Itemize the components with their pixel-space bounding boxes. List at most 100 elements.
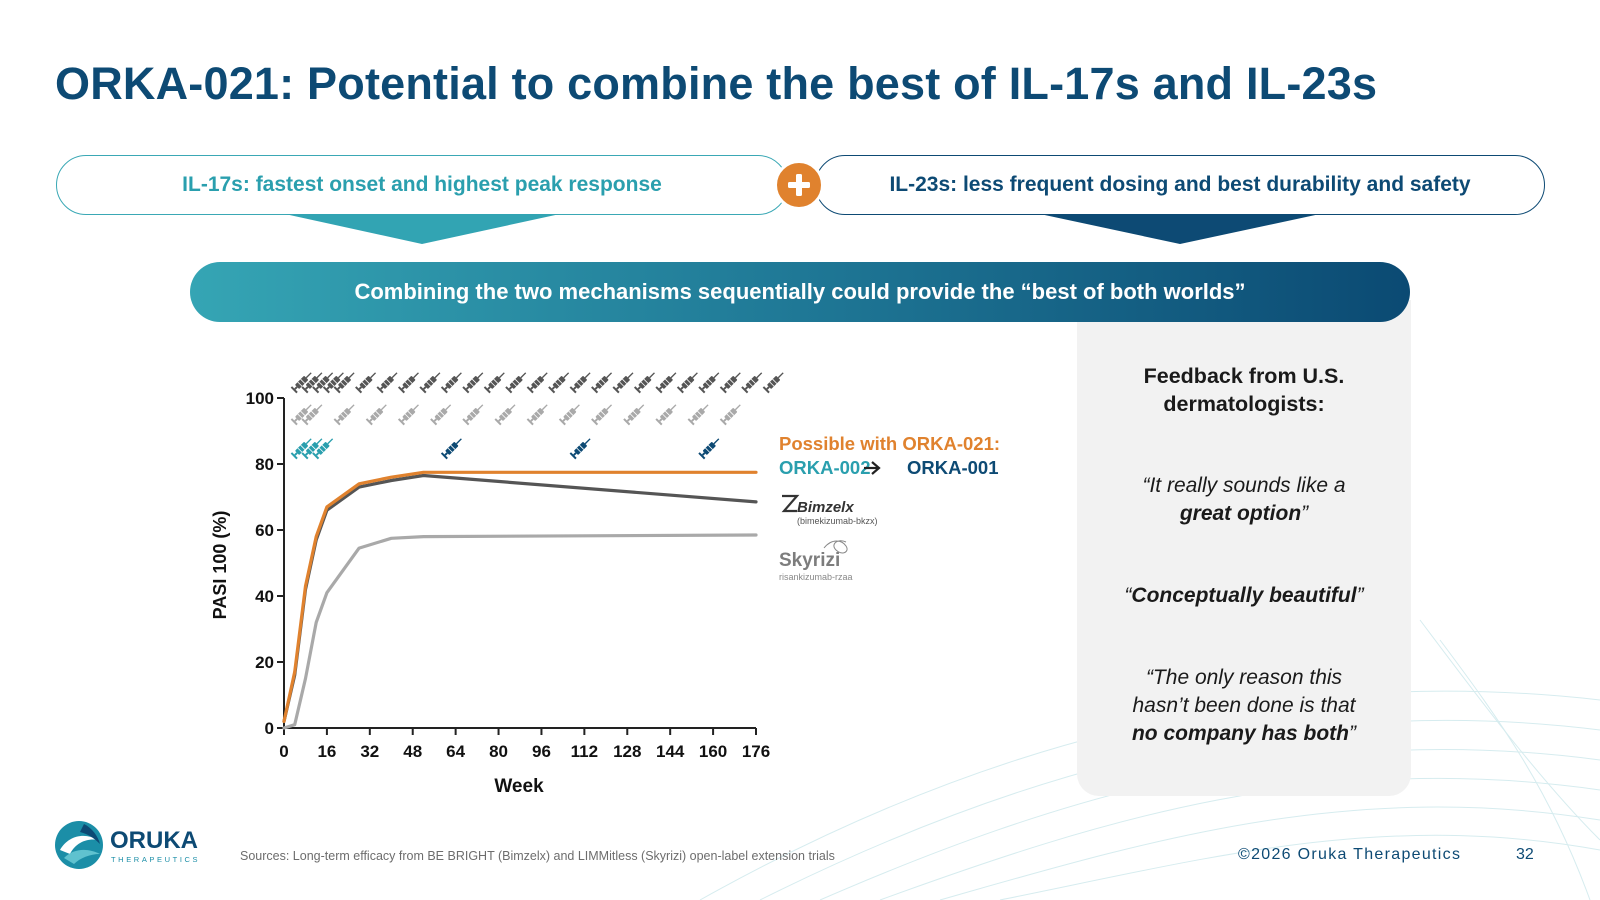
x-tick-label: 144 (656, 742, 685, 761)
orka-dose-syringe-icon (301, 438, 323, 460)
bimzelx-dose-syringe-icon (569, 372, 591, 394)
x-tick-label: 160 (699, 742, 727, 761)
bimzelx-dose-syringe-icon (440, 372, 462, 394)
quote2-emphasis: Conceptually beautiful (1131, 584, 1357, 607)
oruka-wave-icon (55, 821, 103, 869)
skyrizi-dose-syringe-icon (655, 404, 677, 426)
legend-skyrizi: Skyrizi (779, 550, 840, 571)
x-tick-label: 176 (742, 742, 770, 761)
legend-orka-002: ORKA-002 (779, 457, 871, 478)
x-tick-label: 112 (571, 742, 598, 761)
bimzelx-dose-syringe-icon (548, 372, 570, 394)
quote1-emphasis: great option (1179, 502, 1302, 525)
bimzelx-dose-syringe-icon (483, 372, 505, 394)
bimzelx-dose-syringe-icon (355, 372, 377, 394)
oruka-logo: ORUKA THERAPEUTICS (55, 821, 200, 869)
orka-dose-syringe-icon (290, 438, 312, 460)
skyrizi-dose-syringe-icon (430, 404, 452, 426)
y-tick-label: 40 (255, 587, 274, 606)
bimzelx-dose-syringe-icon (698, 372, 720, 394)
bimzelx-dose-syringe-icon (676, 372, 698, 394)
banner-text: Combining the two mechanisms sequentiall… (354, 279, 1246, 304)
y-tick-label: 0 (265, 719, 274, 738)
pointer-arrows (285, 214, 1320, 244)
slide-title: ORKA-021: Potential to combine the best … (55, 58, 1378, 109)
bimzelx-dose-syringe-icon (290, 372, 312, 394)
bimzelx-dose-syringe-icon (419, 372, 441, 394)
y-axis-label: PASI 100 (%) (210, 511, 230, 620)
y-tick-label: 20 (255, 653, 274, 672)
bimzelx-dose-syringe-icon (633, 372, 655, 394)
x-tick-label: 16 (317, 742, 336, 761)
logo-name: ORUKA (110, 827, 198, 854)
bimzelx-dose-syringe-icon (462, 372, 484, 394)
sources-footnote: Sources: Long-term efficacy from BE BRIG… (240, 849, 835, 863)
orka-dose-syringe-icon (569, 438, 591, 460)
arrow-right-icon (864, 461, 881, 475)
right-pointer-arrow (1040, 214, 1320, 244)
copyright: ©2026 Oruka Therapeutics (1238, 846, 1462, 863)
x-tick-label: 0 (279, 742, 288, 761)
skyrizi-dose-syringe-icon (365, 404, 387, 426)
left-pointer-arrow (285, 214, 560, 244)
quote-conceptually-beautiful: “Conceptually beautiful” (1077, 582, 1411, 610)
skyrizi-dose-syringe-icon (591, 404, 613, 426)
quote2-close: ” (1356, 584, 1364, 607)
feedback-heading-line2: dermatologists: (1163, 392, 1325, 416)
bimzelx-dose-syringe-icon (655, 372, 677, 394)
skyrizi-dose-syringe-icon (333, 404, 355, 426)
bimzelx-dose-syringe-icon (333, 372, 355, 394)
quote-great-option: “It really sounds like a great option” (1077, 472, 1411, 528)
bimzelx-dose-syringe-icon (301, 372, 323, 394)
bimzelx-dose-syringe-icon (322, 372, 344, 394)
y-tick-label: 100 (246, 389, 274, 408)
bimzelx-dose-syringe-icon (526, 372, 548, 394)
skyrizi-dose-syringe-icon (301, 404, 323, 426)
bimzelx-dose-syringe-icon (505, 372, 527, 394)
il17-pill: IL-17s: fastest onset and highest peak r… (56, 155, 788, 215)
x-tick-label: 128 (613, 742, 641, 761)
orka-dose-syringe-icon (440, 438, 462, 460)
feedback-heading: Feedback from U.S. dermatologists: (1077, 362, 1411, 418)
skyrizi-dose-syringe-icon (462, 404, 484, 426)
skyrizi-dose-syringe-icon (558, 404, 580, 426)
quote2-open: “ (1124, 584, 1132, 607)
skyrizi-dose-syringe-icon (494, 404, 516, 426)
skyrizi-dose-syringe-icon (687, 404, 709, 426)
orka-series-line (282, 470, 758, 723)
il23-pill-label: IL-23s: less frequent dosing and best du… (889, 173, 1471, 196)
x-tick-label: 64 (446, 742, 465, 761)
bimzelx-dose-syringe-icon (591, 372, 613, 394)
legend-bimzelx: Bimzelx (797, 499, 854, 516)
x-tick-label: 80 (489, 742, 508, 761)
x-tick-label: 32 (360, 742, 379, 761)
x-axis-label: Week (494, 776, 544, 797)
skyrizi-dose-syringe-icon (397, 404, 419, 426)
bimzelx-dose-syringe-icon (312, 372, 334, 394)
bimzelx-dose-syringe-icon (762, 372, 784, 394)
orka-dose-syringe-icon (312, 438, 334, 460)
page-number: 32 (1516, 846, 1534, 863)
skyrizi-dose-syringe-icon (623, 404, 645, 426)
x-tick-label: 48 (403, 742, 422, 761)
legend-orka-001: ORKA-001 (907, 457, 999, 478)
orka-dose-syringe-icon (698, 438, 720, 460)
bimzelx-dose-syringe-icon (612, 372, 634, 394)
skyrizi-logo-icon (823, 540, 848, 554)
bimzelx-dose-syringe-icon (741, 372, 763, 394)
y-tick-label: 80 (255, 455, 274, 474)
legend-bimzelx-generic: (bimekizumab-bkzx) (797, 516, 878, 526)
quote1-line1: “It really sounds like a (1142, 474, 1346, 497)
bimzelx-dose-syringe-icon (376, 372, 398, 394)
x-tick-label: 96 (532, 742, 551, 761)
feedback-heading-line1: Feedback from U.S. (1143, 364, 1345, 388)
il17-pill-label: IL-17s: fastest onset and highest peak r… (182, 173, 662, 196)
combination-banner: Combining the two mechanisms sequentiall… (190, 262, 1410, 322)
skyrizi-dose-syringe-icon (290, 404, 312, 426)
bimzelx-dose-syringe-icon (397, 372, 419, 394)
bimzelx-dose-syringe-icon (719, 372, 741, 394)
skyrizi-dose-syringe-icon (526, 404, 548, 426)
skyrizi-dose-syringe-icon (719, 404, 741, 426)
logo-tagline: THERAPEUTICS (111, 855, 200, 864)
